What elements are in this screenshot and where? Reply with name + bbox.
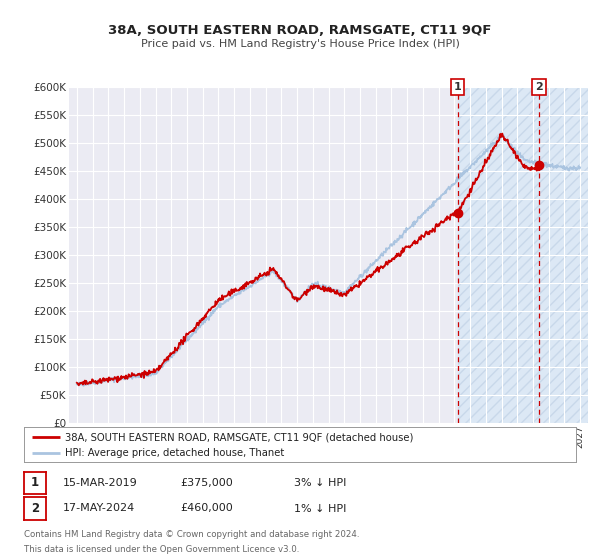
Text: 17-MAY-2024: 17-MAY-2024	[63, 503, 135, 514]
Bar	[458, 87, 588, 423]
Text: 2: 2	[31, 502, 39, 515]
Text: Price paid vs. HM Land Registry's House Price Index (HPI): Price paid vs. HM Land Registry's House …	[140, 39, 460, 49]
Bar	[458, 87, 588, 423]
Text: 1% ↓ HPI: 1% ↓ HPI	[294, 503, 346, 514]
Text: 15-MAR-2019: 15-MAR-2019	[63, 478, 138, 488]
Text: 1: 1	[454, 82, 461, 92]
Text: 1: 1	[31, 476, 39, 489]
Text: Contains HM Land Registry data © Crown copyright and database right 2024.: Contains HM Land Registry data © Crown c…	[24, 530, 359, 539]
Text: £375,000: £375,000	[180, 478, 233, 488]
Text: HPI: Average price, detached house, Thanet: HPI: Average price, detached house, Than…	[65, 449, 284, 458]
Text: £460,000: £460,000	[180, 503, 233, 514]
Text: 2: 2	[535, 82, 543, 92]
Text: 38A, SOUTH EASTERN ROAD, RAMSGATE, CT11 9QF (detached house): 38A, SOUTH EASTERN ROAD, RAMSGATE, CT11 …	[65, 432, 414, 442]
Text: 3% ↓ HPI: 3% ↓ HPI	[294, 478, 346, 488]
Text: This data is licensed under the Open Government Licence v3.0.: This data is licensed under the Open Gov…	[24, 545, 299, 554]
Text: 38A, SOUTH EASTERN ROAD, RAMSGATE, CT11 9QF: 38A, SOUTH EASTERN ROAD, RAMSGATE, CT11 …	[109, 24, 491, 36]
